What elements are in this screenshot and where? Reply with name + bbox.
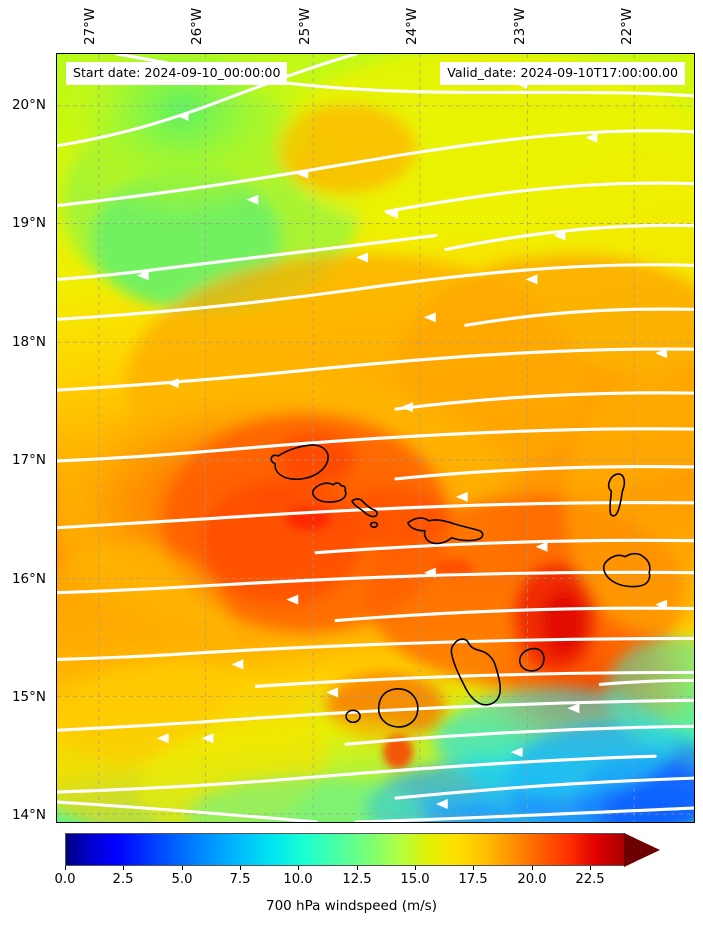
colorbar-tick-label: 0.0	[54, 872, 76, 887]
valid-date-annotation: Valid_date: 2024-09-10T17:00:00.00	[440, 62, 685, 86]
colorbar-tick-label: 5.0	[171, 872, 193, 887]
colorbar-tick	[415, 866, 416, 870]
y-axis-tick-labels: 20°N 19°N 18°N 17°N 16°N 15°N 14°N	[0, 0, 52, 935]
colorbar-tick	[240, 866, 241, 870]
colorbar-tick-label: 17.5	[458, 872, 488, 887]
map-axes[interactable]: Start date: 2024-09-10_00:00:00 Valid_da…	[56, 53, 695, 823]
ytick-label: 14°N	[11, 807, 46, 823]
ytick-label: 20°N	[11, 97, 46, 113]
colorbar-body	[65, 833, 625, 866]
ytick-label: 17°N	[11, 452, 46, 468]
ytick-label: 15°N	[11, 689, 46, 705]
coastlines	[270, 444, 651, 728]
colorbar-extend-arrow	[624, 832, 660, 867]
colorbar-tick	[357, 866, 358, 870]
x-axis-tick-labels: 27°W 26°W 25°W 24°W 23°W 22°W	[0, 0, 703, 48]
colorbar[interactable]: 0.0 2.5 5.0 7.5 10.0 12.5 15.0 17.5 20.0…	[55, 832, 661, 887]
colorbar-gradient	[66, 834, 624, 865]
colorbar-tick-label: 20.0	[517, 872, 547, 887]
xtick-label: 25°W	[297, 7, 313, 45]
colorbar-tick	[182, 866, 183, 870]
streamlines	[57, 54, 694, 822]
xtick-label: 22°W	[619, 7, 635, 45]
colorbar-tick-label: 12.5	[342, 872, 372, 887]
colorbar-tick-label: 22.5	[575, 872, 605, 887]
colorbar-tick	[298, 866, 299, 870]
map-gridlines	[57, 54, 694, 822]
colorbar-title: 700 hPa windspeed (m/s)	[266, 898, 437, 914]
xtick-label: 26°W	[189, 7, 205, 45]
ytick-label: 19°N	[11, 215, 46, 231]
colorbar-tick-label: 15.0	[400, 872, 430, 887]
windspeed-contour-plot	[57, 54, 694, 822]
xtick-label: 27°W	[82, 7, 98, 45]
colorbar-tick-label: 10.0	[283, 872, 313, 887]
colorbar-tick	[473, 866, 474, 870]
colorbar-tick	[590, 866, 591, 870]
colorbar-tick	[532, 866, 533, 870]
xtick-label: 24°W	[404, 7, 420, 45]
windspeed-field	[57, 54, 694, 822]
colorbar-tick-label: 7.5	[229, 872, 251, 887]
start-date-annotation: Start date: 2024-09-10_00:00:00	[66, 62, 288, 86]
ytick-label: 16°N	[11, 571, 46, 587]
colorbar-tick	[123, 866, 124, 870]
xtick-label: 23°W	[512, 7, 528, 45]
colorbar-tick-label: 2.5	[112, 872, 134, 887]
ytick-label: 18°N	[11, 334, 46, 350]
colorbar-tick	[65, 866, 66, 870]
